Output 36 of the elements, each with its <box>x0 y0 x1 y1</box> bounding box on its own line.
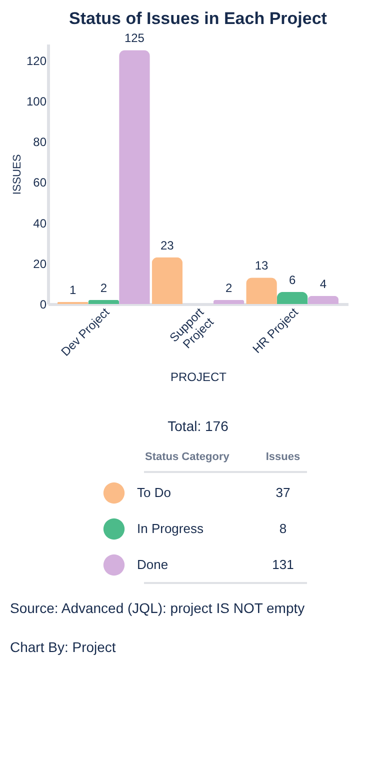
bar <box>152 257 183 304</box>
bar <box>246 278 277 304</box>
chart-title: Status of Issues in Each Project <box>69 9 328 28</box>
source-note: Source: Advanced (JQL): project IS NOT empty <box>10 600 305 616</box>
y-tick-label: 0 <box>40 298 47 312</box>
bar <box>119 50 150 304</box>
y-tick-label: 100 <box>26 94 47 108</box>
bar <box>276 292 308 304</box>
text: Chart By: Project <box>10 639 116 655</box>
data-label: 13 <box>254 258 269 273</box>
text: 131 <box>272 557 294 572</box>
y-tick-label: 60 <box>33 176 47 190</box>
data-label: 1 <box>70 282 76 297</box>
data-label: 125 <box>124 31 145 46</box>
legend-label: In Progress <box>137 521 204 536</box>
text: Issues <box>266 451 300 463</box>
y-tick-label: 120 <box>26 54 47 68</box>
y-tick-label: 40 <box>33 216 47 230</box>
data-label: 6 <box>288 272 296 287</box>
bar <box>88 300 120 304</box>
bar <box>308 296 339 304</box>
y-tick-label: 80 <box>33 135 47 149</box>
y-axis-title: ISSUES <box>11 154 24 195</box>
data-label: 23 <box>160 238 174 252</box>
text: Total: 176 <box>168 418 229 434</box>
text: Status Category <box>145 451 230 463</box>
text: 8 <box>279 521 287 536</box>
text: 37 <box>276 485 290 500</box>
x-axis-title: PROJECT <box>170 370 228 384</box>
legend-label: To Do <box>137 485 171 500</box>
data-label: 2 <box>100 280 108 295</box>
legend-label: Done <box>137 557 168 572</box>
bar <box>213 300 244 304</box>
data-label: 2 <box>225 280 232 295</box>
y-tick-label: 20 <box>33 256 47 271</box>
data-label: 4 <box>320 276 327 291</box>
